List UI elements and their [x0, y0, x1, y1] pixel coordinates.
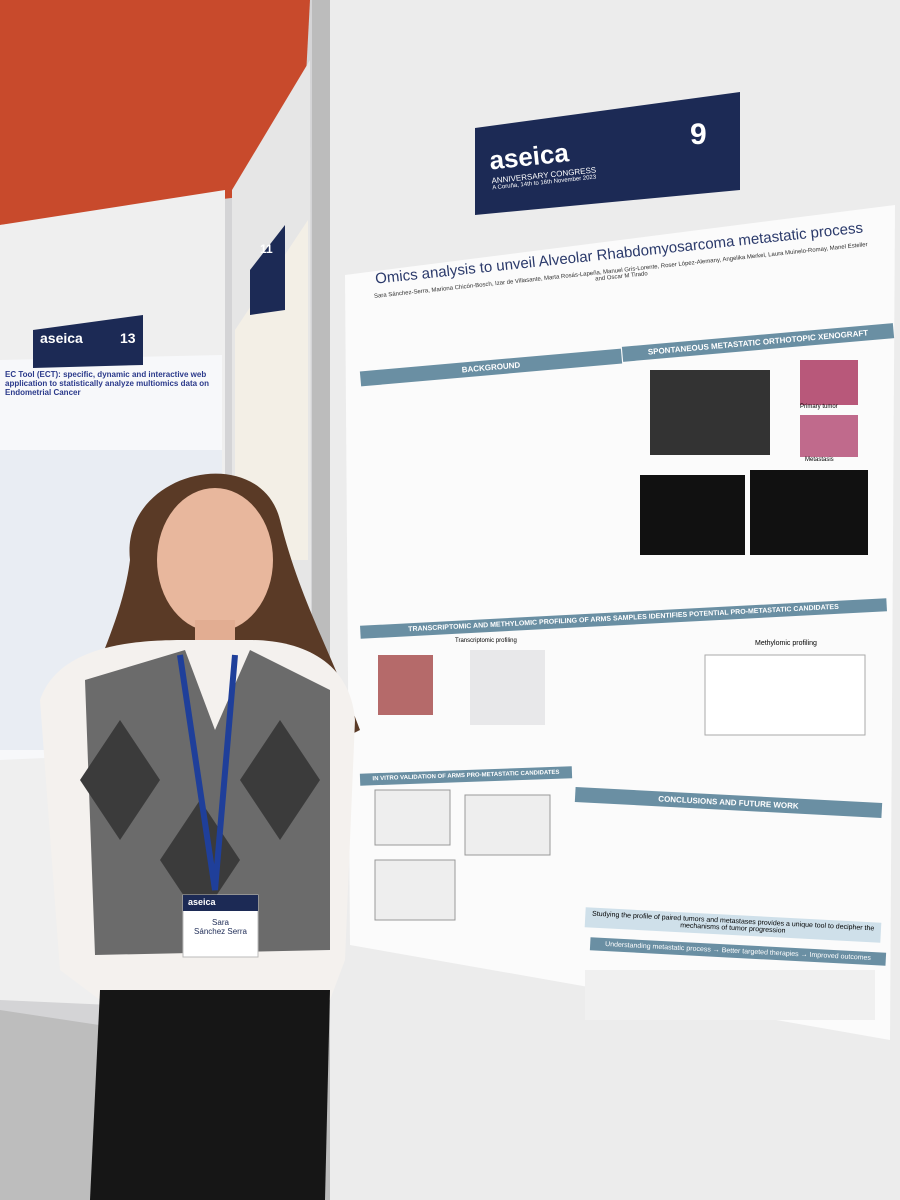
- badge-name: Sara Sánchez Serra: [183, 918, 258, 936]
- middle-banner: [250, 225, 285, 315]
- heatmap: [378, 655, 433, 715]
- sponsor-logos: [585, 970, 875, 1020]
- vest-pattern: [80, 720, 320, 920]
- mouse-images: [650, 370, 770, 455]
- left-congress-logo: aseica: [40, 330, 83, 346]
- badge-logo: aseica: [188, 897, 216, 907]
- ceiling: [0, 0, 310, 225]
- histology-image: [800, 415, 858, 457]
- badge-first-name: Sara: [212, 918, 229, 927]
- methylation-plot: [704, 654, 866, 736]
- microscopy-image: [750, 470, 868, 555]
- figure-label: Metastasis: [805, 457, 834, 463]
- poster-number: 9: [690, 118, 707, 151]
- figure-label: Transcriptomic profiling: [455, 638, 517, 644]
- left-banner: [33, 315, 143, 368]
- volcano-plot: [470, 650, 545, 725]
- congress-banner: [475, 92, 740, 215]
- vest: [85, 650, 330, 955]
- trousers: [90, 990, 330, 1200]
- left-poster-number: 13: [120, 330, 136, 346]
- middle-poster-number: 11: [260, 242, 273, 256]
- face: [157, 488, 273, 632]
- bar-plot: [374, 789, 451, 846]
- microscopy-image: [640, 475, 745, 555]
- bar-plot: [464, 794, 551, 856]
- histology-image: [800, 360, 858, 405]
- bar-plot: [374, 859, 456, 921]
- badge-header: [183, 895, 258, 911]
- lanyard: [177, 654, 238, 891]
- badge-last-name: Sánchez Serra: [194, 927, 247, 936]
- left-poster-title: EC Tool (ECT): specific, dynamic and int…: [5, 370, 210, 397]
- figure-label: Methylomic profiling: [755, 640, 817, 647]
- figure-label: Primary tumor: [800, 404, 838, 410]
